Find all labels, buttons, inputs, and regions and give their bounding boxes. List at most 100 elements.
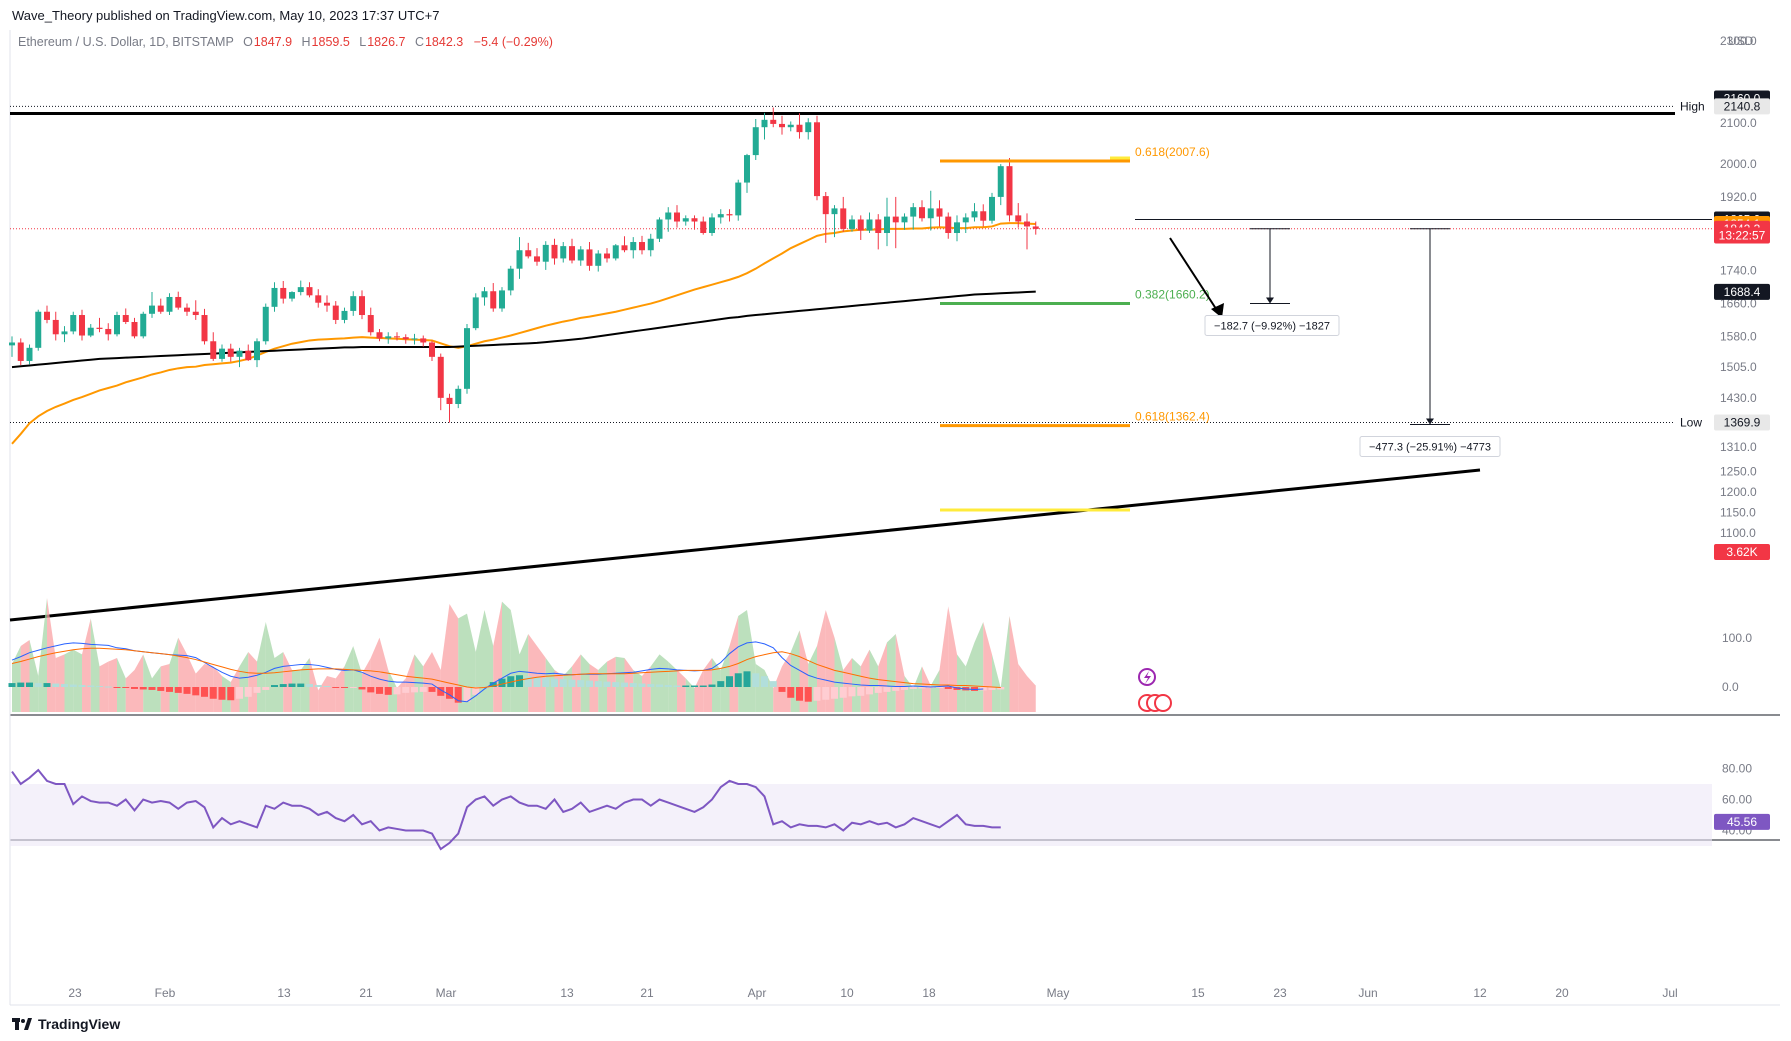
volume-bar bbox=[633, 670, 642, 712]
macd-histogram-bar bbox=[831, 687, 838, 699]
price-tag bbox=[1714, 544, 1770, 561]
volume-bar bbox=[983, 622, 992, 712]
volume-bar bbox=[125, 670, 135, 712]
price-tag-text: 13:22:57 bbox=[1719, 228, 1766, 242]
price-tag-text: 3.62K bbox=[1726, 545, 1757, 559]
candle-body bbox=[306, 287, 313, 296]
candle-body bbox=[481, 291, 488, 298]
fib-level-label: 0.618(2007.6) bbox=[1135, 145, 1210, 159]
candle-body bbox=[332, 305, 339, 320]
macd-histogram-bar bbox=[43, 683, 51, 687]
macd-axis-tick: 0.0 bbox=[1722, 680, 1739, 694]
volume-bar bbox=[300, 658, 310, 712]
rsi-axis-tick: 60.00 bbox=[1722, 793, 1752, 807]
candle-body bbox=[805, 122, 812, 133]
time-axis-tick: Apr bbox=[748, 986, 767, 1000]
macd-histogram-bar bbox=[61, 684, 68, 687]
macd-histogram-bar bbox=[297, 683, 305, 687]
price-tag bbox=[1714, 98, 1770, 115]
macd-histogram-bar bbox=[813, 687, 821, 701]
macd-histogram-bar bbox=[901, 687, 908, 690]
volume-bar bbox=[720, 646, 730, 712]
macd-histogram-bar bbox=[752, 673, 760, 687]
price-tag-text: 1688.4 bbox=[1724, 285, 1761, 299]
price-axis-tick: 1100.0 bbox=[1720, 526, 1756, 540]
candle-body bbox=[709, 217, 715, 234]
low-label: L bbox=[359, 35, 367, 49]
price-axis-tick: 1150.0 bbox=[1720, 506, 1756, 520]
candle-body bbox=[262, 306, 269, 342]
volume-bar bbox=[537, 646, 546, 712]
macd-histogram-bar bbox=[384, 687, 392, 695]
macd-histogram-bar bbox=[419, 687, 427, 692]
macd-histogram-bar bbox=[638, 683, 646, 687]
candle-body bbox=[604, 253, 610, 259]
volume-bar bbox=[169, 637, 179, 712]
macd-histogram-bar bbox=[26, 682, 33, 687]
candle-body bbox=[271, 287, 278, 307]
high-label: H bbox=[301, 35, 311, 49]
price-tag bbox=[1714, 414, 1770, 431]
measure-arrow bbox=[1266, 297, 1274, 304]
volume-bar bbox=[143, 654, 152, 712]
price-chart[interactable]: USD2300.02160.02100.02000.01920.01820.01… bbox=[0, 0, 1791, 1010]
volume-bar bbox=[362, 658, 371, 712]
candle-body bbox=[875, 219, 882, 234]
price-axis-tick: 1200.0 bbox=[1720, 485, 1757, 499]
macd-histogram-bar bbox=[979, 687, 987, 691]
volume-bar bbox=[843, 658, 852, 712]
macd-histogram-bar bbox=[778, 687, 786, 692]
candle-body bbox=[280, 287, 287, 299]
macd-histogram-bar bbox=[253, 687, 261, 693]
volume-bar bbox=[755, 664, 765, 712]
volume-bar bbox=[974, 622, 984, 712]
volume-bar bbox=[650, 654, 660, 712]
candle-body bbox=[446, 397, 453, 405]
candle-body bbox=[254, 341, 260, 361]
time-axis-tick: 18 bbox=[922, 986, 936, 1000]
time-axis-tick: Jul bbox=[1662, 986, 1677, 1000]
volume-bar bbox=[948, 606, 957, 712]
macd-histogram-bar bbox=[717, 681, 725, 687]
macd-histogram-bar bbox=[209, 687, 217, 699]
candle-body bbox=[166, 296, 173, 312]
macd-histogram-bar bbox=[787, 687, 795, 698]
volume-bar bbox=[397, 678, 406, 712]
measure-label-box bbox=[1204, 314, 1340, 336]
candle-body bbox=[315, 295, 322, 303]
candle-body bbox=[752, 127, 759, 156]
candle-body bbox=[980, 211, 987, 221]
macd-histogram-bar bbox=[314, 685, 322, 687]
fib-level-label: 0.618(1362.4) bbox=[1135, 410, 1210, 424]
level-label-low: Low bbox=[1680, 416, 1702, 430]
change-value: −5.4 (−0.29%) bbox=[473, 35, 553, 49]
close-value: 1842.3 bbox=[424, 35, 464, 49]
candle-body bbox=[586, 249, 593, 266]
candle-body bbox=[402, 337, 409, 340]
macd-histogram-bar bbox=[148, 687, 156, 690]
macd-histogram-bar bbox=[376, 687, 383, 694]
price-axis-tick: 1920.0 bbox=[1720, 190, 1757, 204]
time-axis-tick: 13 bbox=[277, 986, 291, 1000]
candle-body bbox=[9, 342, 15, 346]
macd-histogram-bar bbox=[656, 684, 663, 687]
price-axis-tick: 1505.0 bbox=[1720, 360, 1757, 374]
candle-body bbox=[569, 246, 575, 261]
candle-body bbox=[927, 208, 934, 219]
volume-bar bbox=[659, 654, 669, 712]
macd-histogram-bar bbox=[647, 684, 655, 687]
volume-bar bbox=[55, 654, 65, 712]
candle-body bbox=[822, 196, 829, 215]
volume-bar bbox=[589, 664, 599, 712]
volume-bar bbox=[388, 670, 397, 712]
macd-histogram-bar bbox=[629, 683, 637, 687]
volume-bar bbox=[335, 666, 345, 712]
price-tag-text: 1369.9 bbox=[1724, 416, 1761, 430]
macd-histogram-bar bbox=[586, 680, 593, 687]
price-tag bbox=[1714, 227, 1770, 244]
volume-bar bbox=[965, 642, 975, 712]
time-axis-tick: 12 bbox=[1473, 986, 1487, 1000]
symbol-name[interactable]: Ethereum / U.S. Dollar, 1D, BITSTAMP bbox=[18, 35, 234, 49]
volume-bar bbox=[318, 676, 327, 712]
candle-body bbox=[420, 338, 427, 343]
